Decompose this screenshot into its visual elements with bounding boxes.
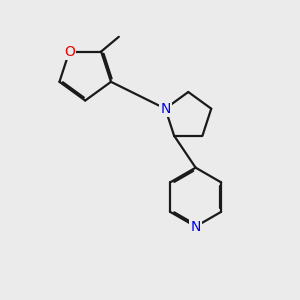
Text: N: N xyxy=(190,220,201,234)
Text: N: N xyxy=(160,102,170,116)
Text: O: O xyxy=(64,44,75,58)
